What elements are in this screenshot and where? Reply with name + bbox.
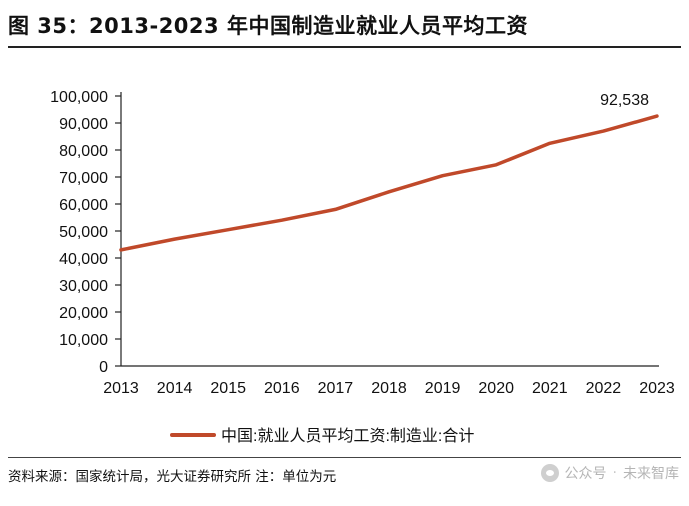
y-tick-label: 100,000 <box>50 89 108 106</box>
y-tick-label: 40,000 <box>59 251 108 268</box>
x-tick-label: 2022 <box>586 380 622 397</box>
watermark-separator: · <box>612 465 617 481</box>
figure-title: 图 35：2013-2023 年中国制造业就业人员平均工资 <box>8 14 528 38</box>
x-tick-label: 2021 <box>532 380 568 397</box>
x-tick-label: 2018 <box>371 380 407 397</box>
y-tick-label: 90,000 <box>59 116 108 133</box>
watermark-name: 未来智库 <box>623 466 679 482</box>
y-tick-label: 50,000 <box>59 224 108 241</box>
source-note: 资料来源：国家统计局，光大证券研究所 注：单位为元 <box>8 469 337 485</box>
data-label: 92,538 <box>600 92 649 109</box>
x-tick-label: 2015 <box>210 380 246 397</box>
y-tick-label: 20,000 <box>59 305 108 322</box>
line-chart: 0 10,000 20,000 30,000 40,000 50,000 60,000 70,… <box>50 89 675 445</box>
y-tick-label: 10,000 <box>59 332 108 349</box>
x-tick-label: 2014 <box>157 380 193 397</box>
y-tick-label: 70,000 <box>59 170 108 187</box>
x-tick-label: 2023 <box>639 380 675 397</box>
footer-rule <box>8 457 681 458</box>
y-tick-label: 0 <box>99 359 108 376</box>
x-tick-label: 2016 <box>264 380 300 397</box>
watermark-label: 公众号 <box>564 466 607 482</box>
y-tick-label: 60,000 <box>59 197 108 214</box>
x-tick-label: 2013 <box>103 380 139 397</box>
x-tick-label: 2017 <box>318 380 354 397</box>
x-tick-label: 2019 <box>425 380 461 397</box>
title-rule <box>8 46 681 48</box>
wechat-icon <box>540 464 559 482</box>
series-line <box>119 114 659 252</box>
legend-label: 中国:就业人员平均工资:制造业:合计 <box>221 427 474 445</box>
y-tick-label: 80,000 <box>59 143 108 160</box>
watermark: 公众号 · 未来智库 <box>540 463 679 483</box>
y-tick-label: 30,000 <box>59 278 108 295</box>
x-tick-label: 2020 <box>478 380 514 397</box>
